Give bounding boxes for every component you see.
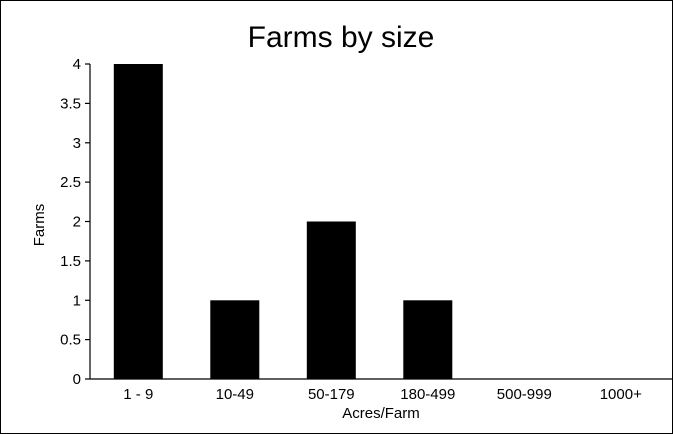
- x-tick-label-5: 1000+: [600, 386, 642, 403]
- y-axis-label: Farms: [31, 204, 48, 247]
- y-tick-label-0: 0: [73, 371, 81, 388]
- x-tick-label-3: 180-499: [400, 386, 455, 403]
- x-tick-label-4: 500-999: [497, 386, 552, 403]
- y-tick-label-3: 1.5: [60, 253, 81, 270]
- bar-3: [403, 300, 453, 380]
- y-tick-label-2: 1: [73, 292, 81, 309]
- y-tick-label-1: 0.5: [60, 332, 81, 349]
- y-axis-ticks: 0 0.5 1 1.5 2 2.5 3 3.5 4: [60, 56, 90, 388]
- y-tick-label-4: 2: [73, 214, 81, 231]
- x-axis-ticks: 1 - 9 10-49 50-179 180-499 500-999 1000+: [123, 386, 642, 403]
- bar-1: [210, 300, 260, 380]
- y-tick-label-6: 3: [73, 135, 81, 152]
- bar-2: [306, 221, 356, 379]
- y-tick-label-8: 4: [73, 56, 81, 73]
- chart-title: Farms by size: [248, 21, 435, 54]
- x-axis-label: Acres/Farm: [342, 405, 420, 422]
- x-tick-label-0: 1 - 9: [123, 386, 153, 403]
- bar-0: [113, 64, 163, 379]
- y-tick-label-7: 3.5: [60, 95, 81, 112]
- bars: [113, 64, 453, 380]
- y-tick-label-5: 2.5: [60, 174, 81, 191]
- x-tick-label-2: 50-179: [308, 386, 355, 403]
- x-tick-label-1: 10-49: [216, 386, 254, 403]
